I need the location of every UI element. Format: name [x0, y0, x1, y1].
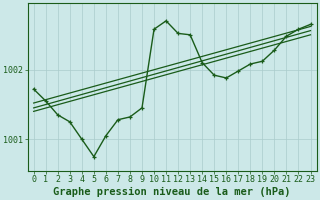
- X-axis label: Graphe pression niveau de la mer (hPa): Graphe pression niveau de la mer (hPa): [53, 186, 291, 197]
